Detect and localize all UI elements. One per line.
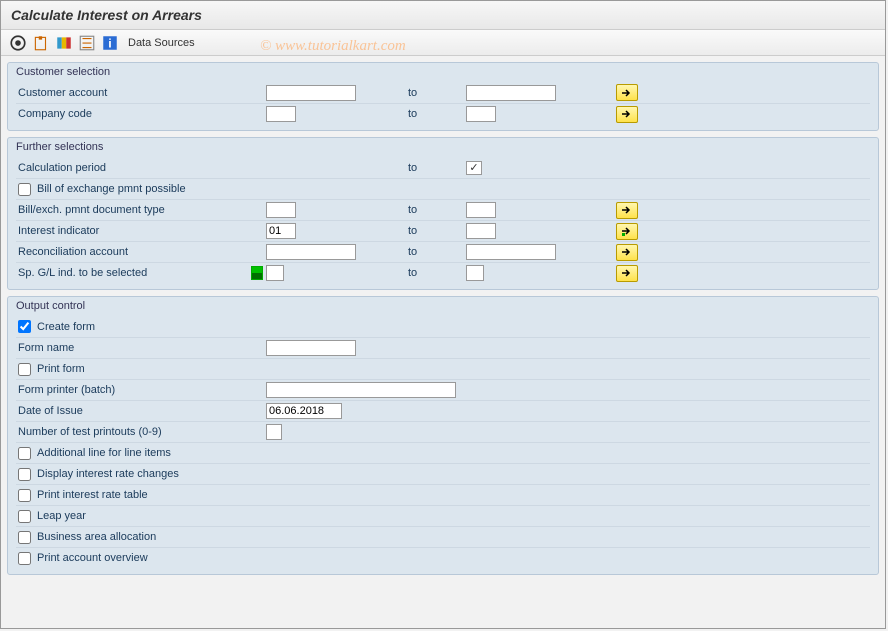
sp-gl-marker-icon (251, 266, 263, 280)
to-label: to (376, 225, 466, 237)
customer-account-from[interactable] (266, 85, 356, 101)
create-form-checkbox[interactable] (18, 320, 31, 333)
disp-int-checkbox[interactable] (18, 468, 31, 481)
print-form-checkbox[interactable] (18, 363, 31, 376)
num-test-input[interactable] (266, 424, 282, 440)
group-title: Further selections (8, 138, 878, 155)
print-int-tbl-checkbox[interactable] (18, 489, 31, 502)
variant-save-icon[interactable] (55, 34, 73, 52)
interest-ind-from[interactable] (266, 223, 296, 239)
group-further-selections: Further selections Calculation period to… (7, 137, 879, 290)
company-code-to[interactable] (466, 106, 496, 122)
date-issue-input[interactable] (266, 403, 342, 419)
to-label: to (376, 108, 466, 120)
to-label: to (376, 267, 466, 279)
sp-gl-label: Sp. G/L ind. to be selected (18, 267, 251, 279)
bus-area-label: Business area allocation (37, 531, 156, 543)
calc-period-label: Calculation period (16, 162, 266, 174)
disp-int-label: Display interest rate changes (37, 468, 179, 480)
print-acct-label: Print account overview (37, 552, 148, 564)
recon-acct-from[interactable] (266, 244, 356, 260)
addl-line-checkbox[interactable] (18, 447, 31, 460)
execute-icon[interactable] (9, 34, 27, 52)
form-name-label: Form name (16, 342, 266, 354)
multiple-selection-icon[interactable] (616, 244, 638, 261)
leap-year-label: Leap year (37, 510, 86, 522)
to-label: to (376, 87, 466, 99)
to-label: to (376, 246, 466, 258)
recon-acct-label: Reconciliation account (16, 246, 266, 258)
group-customer-selection: Customer selection Customer account to C… (7, 62, 879, 131)
multiple-selection-icon[interactable] (616, 223, 638, 240)
group-title: Output control (8, 297, 878, 314)
group-output-control: Output control Create form Form name Pri… (7, 296, 879, 575)
window: Calculate Interest on Arrears i Data Sou… (0, 0, 886, 629)
sp-gl-to[interactable] (466, 265, 484, 281)
multiple-selection-icon[interactable] (616, 106, 638, 123)
variant-get-icon[interactable] (32, 34, 50, 52)
print-int-tbl-label: Print interest rate table (37, 489, 148, 501)
num-test-label: Number of test printouts (0-9) (16, 426, 266, 438)
addl-line-label: Additional line for line items (37, 447, 171, 459)
print-form-label: Print form (37, 363, 85, 375)
recon-acct-to[interactable] (466, 244, 556, 260)
page-title: Calculate Interest on Arrears (1, 1, 885, 30)
company-code-from[interactable] (266, 106, 296, 122)
watermark: © www.tutorialkart.com (260, 38, 406, 55)
dynamic-sel-icon[interactable] (78, 34, 96, 52)
group-title: Customer selection (8, 63, 878, 80)
toolbar: i Data Sources © www.tutorialkart.com (1, 30, 885, 56)
bill-exch-doc-label: Bill/exch. pmnt document type (16, 204, 266, 216)
multiple-selection-icon[interactable] (616, 265, 638, 282)
leap-year-checkbox[interactable] (18, 510, 31, 523)
interest-ind-label: Interest indicator (16, 225, 266, 237)
date-issue-label: Date of Issue (16, 405, 266, 417)
bill-exch-doc-from[interactable] (266, 202, 296, 218)
create-form-label: Create form (37, 321, 95, 333)
interest-ind-to[interactable] (466, 223, 496, 239)
company-code-label: Company code (16, 108, 266, 120)
to-label: to (376, 204, 466, 216)
sp-gl-from[interactable] (266, 265, 284, 281)
multiple-selection-icon[interactable] (616, 202, 638, 219)
multiple-selection-icon[interactable] (616, 84, 638, 101)
print-acct-checkbox[interactable] (18, 552, 31, 565)
calc-period-to-check[interactable]: ✓ (466, 161, 482, 175)
svg-text:i: i (108, 36, 111, 50)
content: Customer selection Customer account to C… (1, 56, 885, 587)
bus-area-checkbox[interactable] (18, 531, 31, 544)
customer-account-to[interactable] (466, 85, 556, 101)
form-printer-input[interactable] (266, 382, 456, 398)
info-icon[interactable]: i (101, 34, 119, 52)
customer-account-label: Customer account (16, 87, 266, 99)
bill-exch-possible-checkbox[interactable] (18, 183, 31, 196)
toolbar-data-sources[interactable]: Data Sources (128, 37, 195, 49)
to-label: to (376, 162, 466, 174)
form-name-input[interactable] (266, 340, 356, 356)
bill-exch-doc-to[interactable] (466, 202, 496, 218)
form-printer-label: Form printer (batch) (16, 384, 266, 396)
bill-exch-possible-label: Bill of exchange pmnt possible (37, 183, 186, 195)
